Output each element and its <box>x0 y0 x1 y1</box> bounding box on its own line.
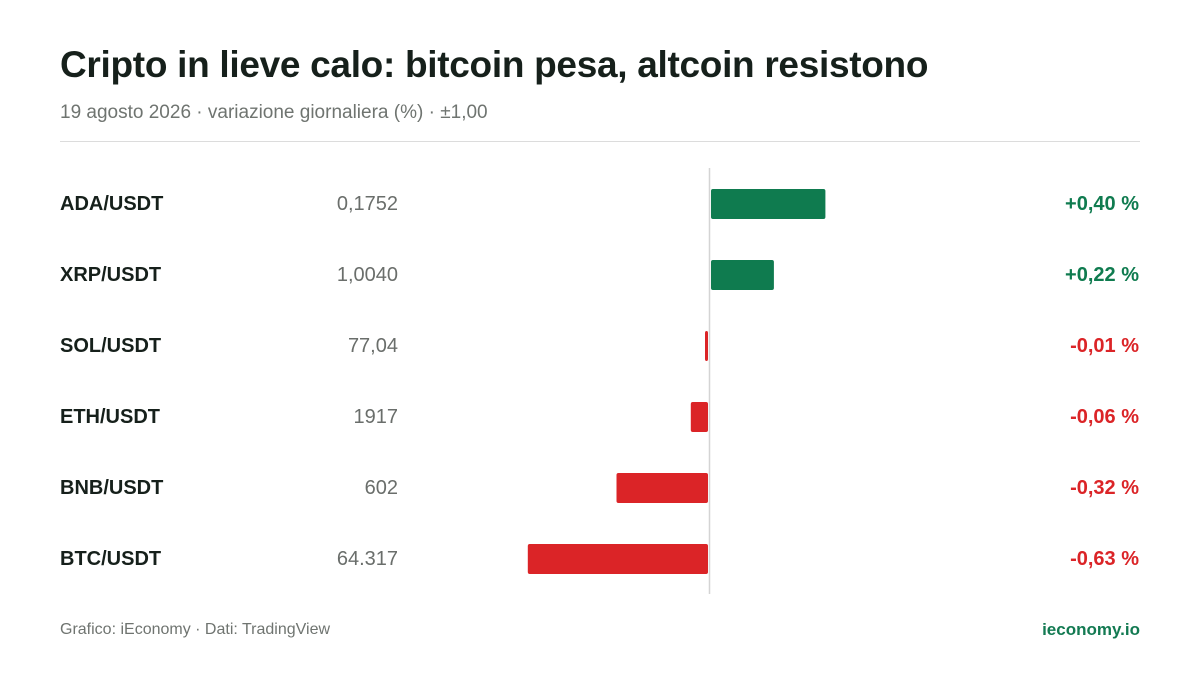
chart-row: SOL/USDT 77,04 -0,01 % <box>60 331 1139 361</box>
footer-site-link[interactable]: ieconomy.io <box>1042 620 1140 639</box>
value-label: -0,01 % <box>1070 335 1139 357</box>
chart-rows: ADA/USDT 0,1752 +0,40 % XRP/USDT 1,0040 +0,22… <box>60 189 1139 574</box>
pair-label: BNB/USDT <box>60 477 163 499</box>
chart-title: Cripto in lieve calo: bitcoin pesa, altc… <box>60 44 929 85</box>
bar <box>705 331 708 361</box>
header-divider <box>60 141 1140 142</box>
price-label: 602 <box>365 477 398 499</box>
pair-label: BTC/USDT <box>60 548 161 570</box>
bar <box>616 473 708 503</box>
price-label: 0,1752 <box>337 193 398 215</box>
bar <box>711 260 774 290</box>
chart-row: BNB/USDT 602 -0,32 % <box>60 473 1139 503</box>
chart-row: BTC/USDT 64.317 -0,63 % <box>60 544 1139 574</box>
value-label: -0,32 % <box>1070 477 1139 499</box>
value-label: -0,06 % <box>1070 406 1139 428</box>
chart-row: ETH/USDT 1917 -0,06 % <box>60 402 1139 432</box>
bar <box>711 189 826 219</box>
value-label: +0,22 % <box>1065 264 1139 286</box>
pair-label: ETH/USDT <box>60 406 160 428</box>
price-label: 1,0040 <box>337 264 398 286</box>
value-label: -0,63 % <box>1070 548 1139 570</box>
footer-credit: Grafico: iEconomy · Dati: TradingView <box>60 621 331 638</box>
price-label: 64.317 <box>337 548 398 570</box>
chart-row: ADA/USDT 0,1752 +0,40 % <box>60 189 1139 219</box>
price-label: 1917 <box>354 406 399 428</box>
value-label: +0,40 % <box>1065 193 1139 215</box>
bar <box>690 402 708 432</box>
chart-row: XRP/USDT 1,0040 +0,22 % <box>60 260 1139 290</box>
pair-label: SOL/USDT <box>60 335 161 357</box>
pair-label: ADA/USDT <box>60 193 163 215</box>
bar <box>527 544 708 574</box>
pair-label: XRP/USDT <box>60 264 161 286</box>
price-label: 77,04 <box>348 335 398 357</box>
chart-subtitle: 19 agosto 2026 · variazione giornaliera … <box>60 102 488 123</box>
